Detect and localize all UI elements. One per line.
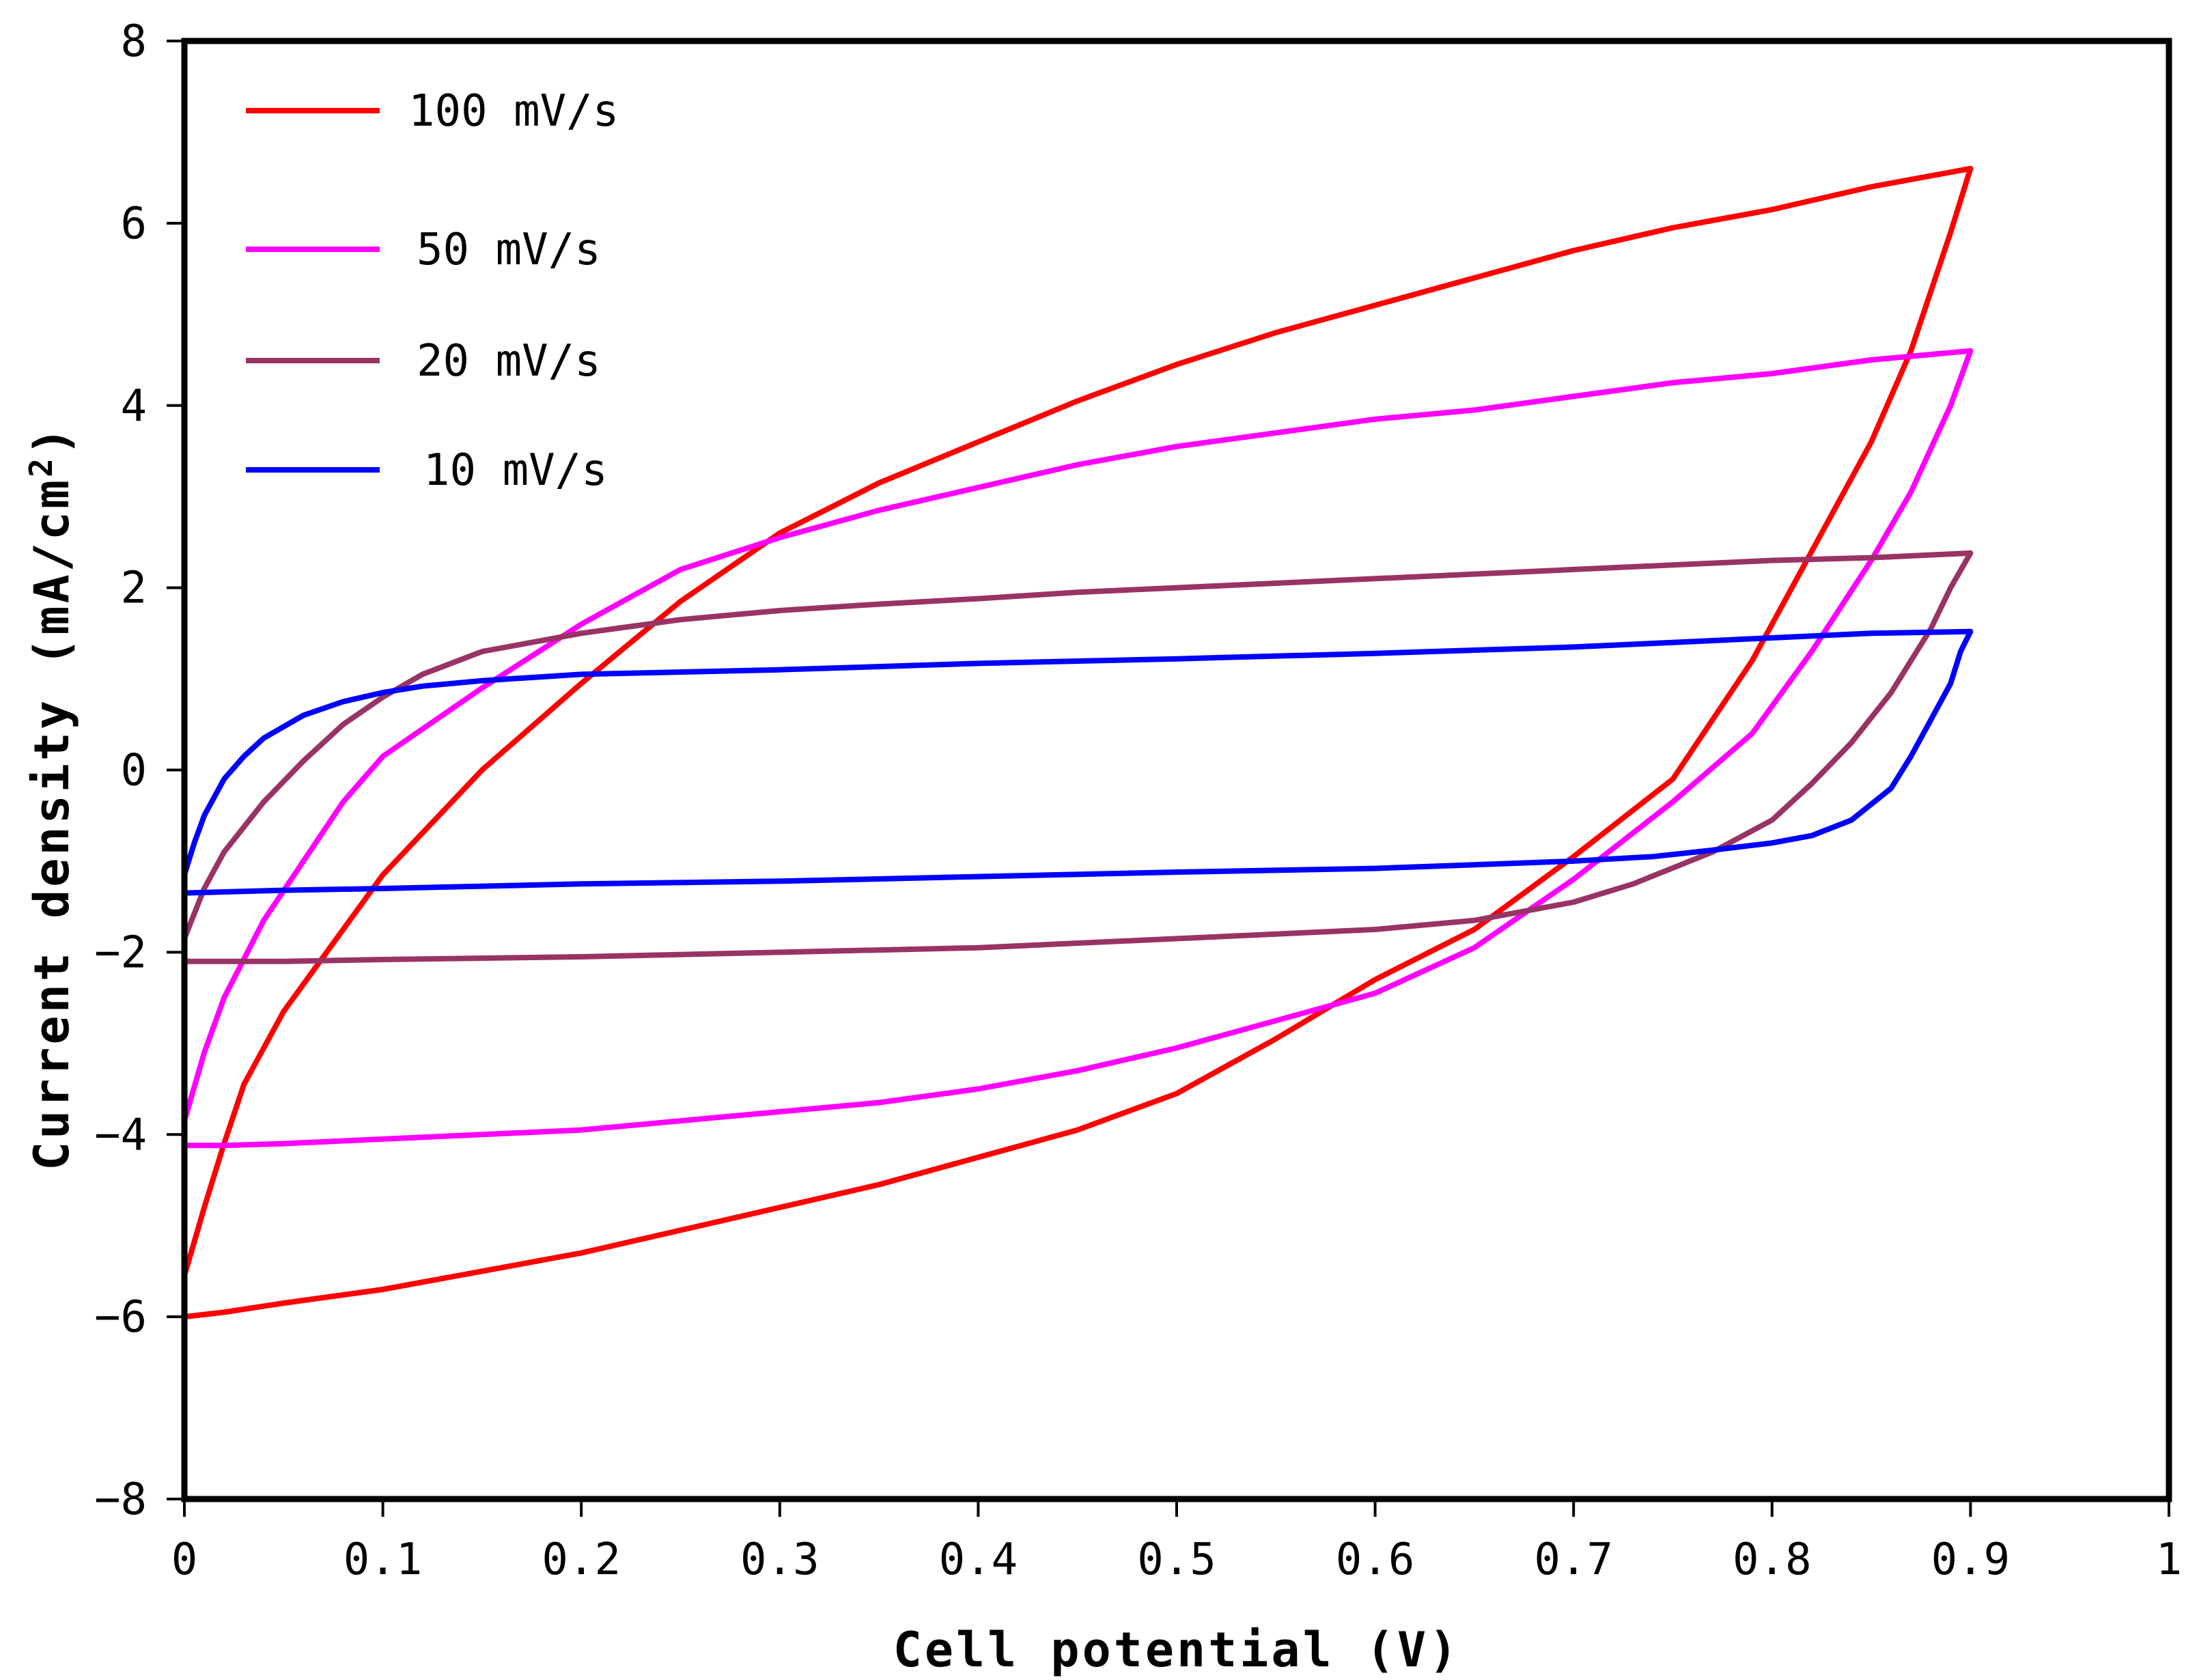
x-tick-label: 0.6: [1336, 1535, 1415, 1585]
y-axis-title-main: Current density (mA/cm: [24, 477, 80, 1171]
y-tick-label: −8: [94, 1474, 147, 1525]
x-tick-label: 0.1: [344, 1535, 423, 1585]
x-tick-label: 0.5: [1137, 1535, 1216, 1585]
series-line-1: [182, 165, 1974, 1320]
legend-label-3: 20 mV/s: [417, 336, 601, 387]
y-tick-label: 8: [120, 16, 147, 67]
y-tick-label: 4: [120, 381, 147, 432]
y-tick-label: −4: [94, 1110, 147, 1160]
series-line-2: [182, 348, 1974, 1149]
x-axis-title: Cell potential (V): [893, 1622, 1461, 1678]
x-tick-label: 0.2: [542, 1535, 621, 1585]
y-tick-label: 0: [120, 746, 147, 796]
y-tick-label: −2: [94, 927, 147, 978]
x-tick-label: 0.4: [939, 1535, 1018, 1585]
y-tick-label: 6: [120, 199, 147, 249]
x-tick-label: 0.7: [1534, 1535, 1613, 1585]
x-tick-label: 0.8: [1733, 1535, 1812, 1585]
series-line-4: [182, 628, 1974, 896]
y-axis-title-close: ): [24, 424, 80, 456]
x-tick-label: 1: [2156, 1535, 2183, 1585]
y-axis-title: Current density (mA/cm2): [23, 424, 80, 1171]
legend-label-2: 50 mV/s: [417, 225, 601, 275]
y-axis-title-superscript: 2: [23, 456, 59, 477]
axis-ticks: 0 0.1 0.2 0.3 0.4 0.5 0.6 0.7 0.8 0.9 1 −8 −6 −4 −2 0 2 4…: [94, 16, 2182, 1585]
y-tick-label: −6: [94, 1292, 147, 1343]
series-layer: [182, 165, 1974, 1320]
x-tick-label: 0: [171, 1535, 198, 1585]
legend: 100 mV/s 50 mV/s 20 mV/s 10 mV/s: [246, 86, 619, 496]
series-line-3: [182, 550, 1974, 964]
legend-label-1: 100 mV/s: [408, 86, 619, 137]
x-tick-label: 0.9: [1931, 1535, 2011, 1585]
y-tick-label: 2: [120, 563, 147, 614]
legend-label-4: 10 mV/s: [423, 445, 608, 496]
x-tick-label: 0.3: [740, 1535, 820, 1585]
